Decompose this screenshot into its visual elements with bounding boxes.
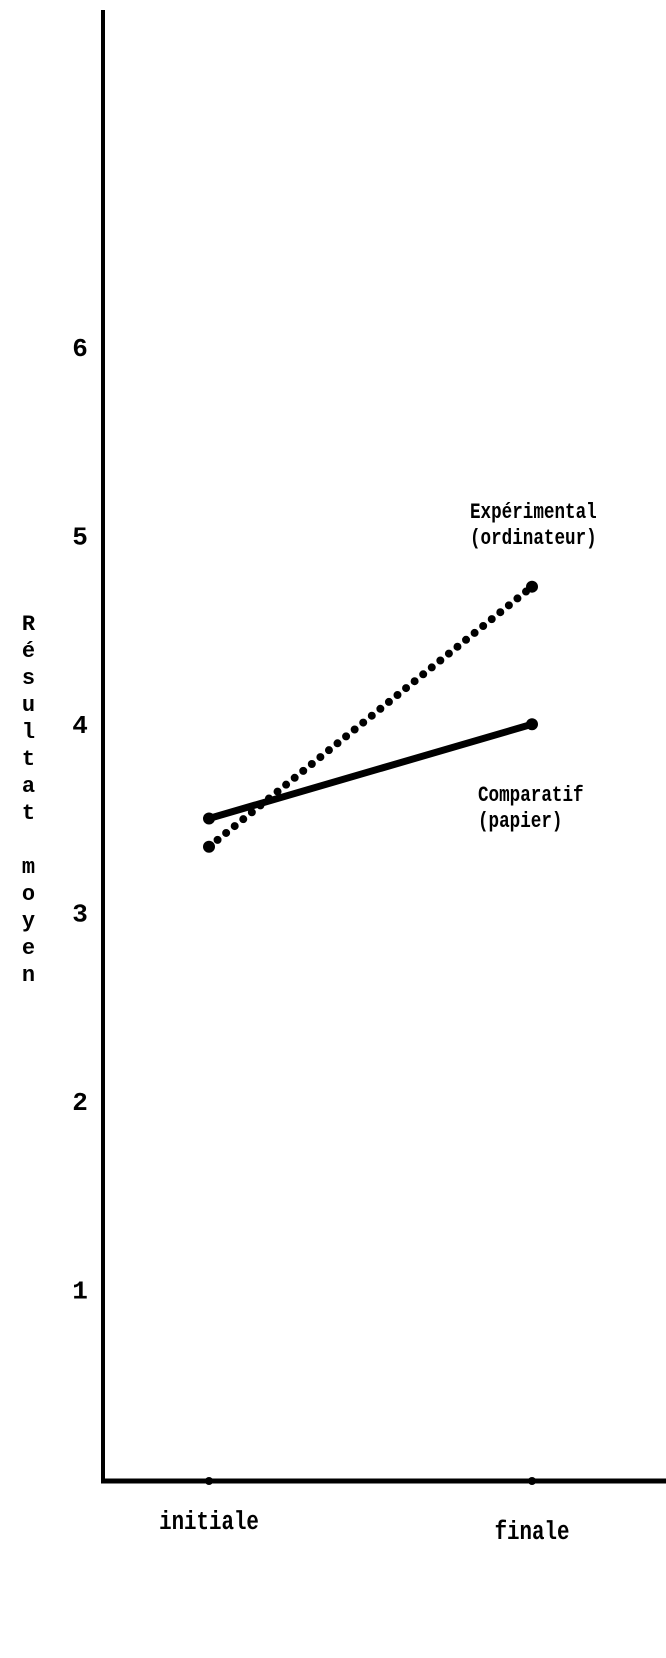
x-tick-label: finale [495, 1518, 570, 1548]
y-tick-label: 1 [72, 1276, 88, 1306]
y-tick-label: 6 [72, 334, 88, 364]
point [526, 580, 538, 593]
x-tick-dot [205, 1477, 213, 1485]
legend-label: Expérimental (ordinateur) [470, 500, 597, 551]
y-tick-label: 2 [72, 1088, 88, 1118]
x-tick-dot [528, 1477, 536, 1485]
y-tick-label: 4 [72, 711, 88, 741]
y-tick-label: 3 [72, 899, 88, 929]
x-tick-label: initiale [159, 1508, 259, 1538]
series-line [205, 720, 536, 822]
legend-label: Comparatif (papier) [478, 783, 584, 834]
point [203, 812, 215, 825]
y-tick-label: 5 [72, 523, 88, 553]
point [526, 718, 538, 731]
point [203, 840, 215, 853]
y-axis-label: Résultat moyen [16, 612, 41, 990]
